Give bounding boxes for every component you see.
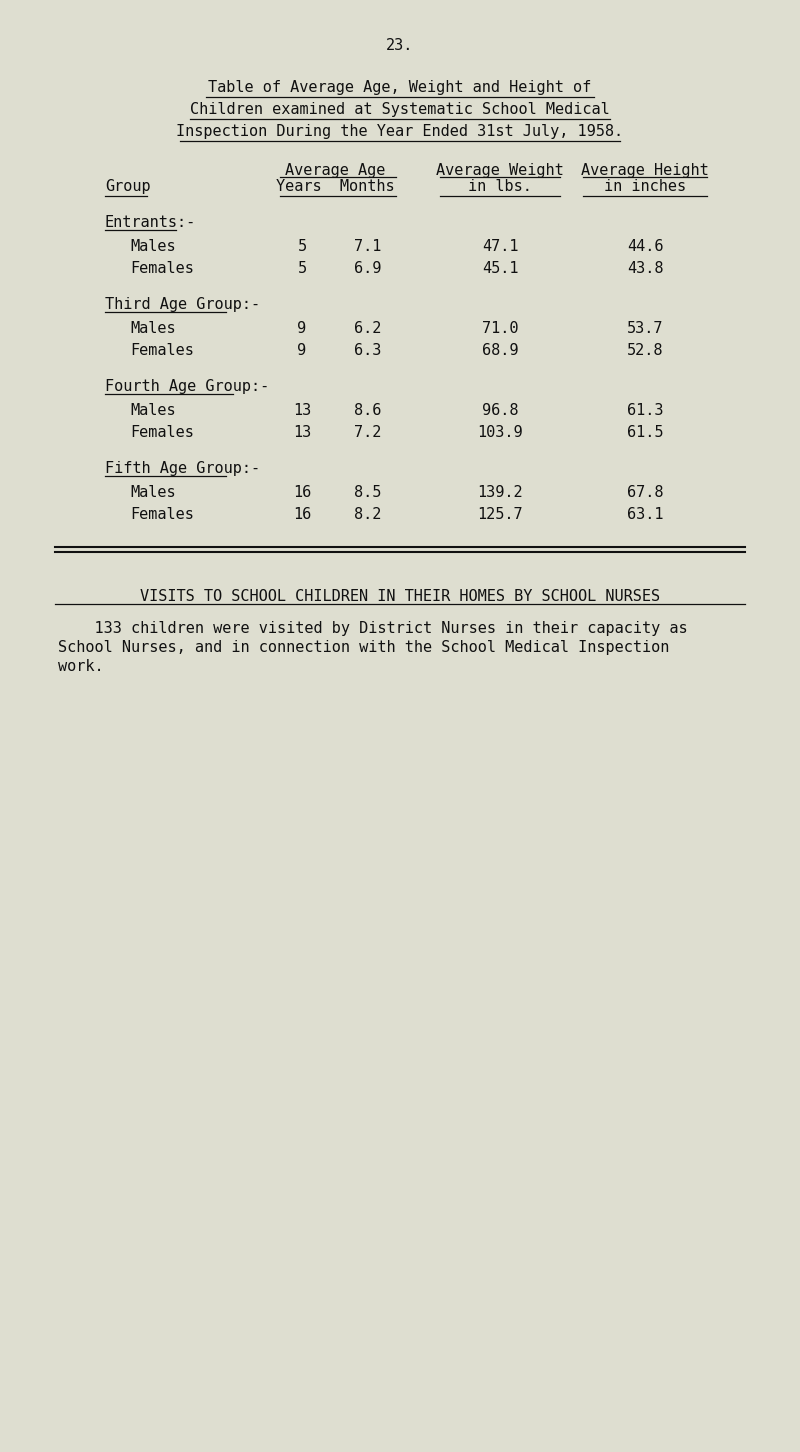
Text: work.: work.	[58, 659, 104, 674]
Text: 71.0: 71.0	[482, 321, 518, 335]
Text: 8.6: 8.6	[354, 404, 382, 418]
Text: 9: 9	[298, 343, 306, 359]
Text: 47.1: 47.1	[482, 240, 518, 254]
Text: 6.3: 6.3	[354, 343, 382, 359]
Text: Third Age Group:-: Third Age Group:-	[105, 298, 260, 312]
Text: Table of Average Age, Weight and Height of: Table of Average Age, Weight and Height …	[208, 80, 592, 94]
Text: 5: 5	[298, 261, 306, 276]
Text: Inspection During the Year Ended 31st July, 1958.: Inspection During the Year Ended 31st Ju…	[177, 123, 623, 139]
Text: Years  Months: Years Months	[276, 179, 394, 195]
Text: Females: Females	[130, 343, 194, 359]
Text: 125.7: 125.7	[477, 507, 523, 523]
Text: Females: Females	[130, 425, 194, 440]
Text: Average Height: Average Height	[581, 163, 709, 179]
Text: 5: 5	[298, 240, 306, 254]
Text: Entrants:-: Entrants:-	[105, 215, 196, 229]
Text: 43.8: 43.8	[626, 261, 663, 276]
Text: 53.7: 53.7	[626, 321, 663, 335]
Text: 67.8: 67.8	[626, 485, 663, 499]
Text: 61.5: 61.5	[626, 425, 663, 440]
Text: 7.1: 7.1	[354, 240, 382, 254]
Text: Children examined at Systematic School Medical: Children examined at Systematic School M…	[190, 102, 610, 118]
Text: Males: Males	[130, 404, 176, 418]
Text: Fourth Age Group:-: Fourth Age Group:-	[105, 379, 270, 393]
Text: 23.: 23.	[386, 38, 414, 54]
Text: Females: Females	[130, 507, 194, 523]
Text: in lbs.: in lbs.	[468, 179, 532, 195]
Text: Average Age: Average Age	[285, 163, 385, 179]
Text: Females: Females	[130, 261, 194, 276]
Text: Group: Group	[105, 179, 150, 195]
Text: 7.2: 7.2	[354, 425, 382, 440]
Text: 52.8: 52.8	[626, 343, 663, 359]
Text: Males: Males	[130, 485, 176, 499]
Text: 133 children were visited by District Nurses in their capacity as: 133 children were visited by District Nu…	[58, 621, 688, 636]
Text: 9: 9	[298, 321, 306, 335]
Text: 13: 13	[293, 404, 311, 418]
Text: 68.9: 68.9	[482, 343, 518, 359]
Text: 8.5: 8.5	[354, 485, 382, 499]
Text: 6.2: 6.2	[354, 321, 382, 335]
Text: Males: Males	[130, 240, 176, 254]
Text: 103.9: 103.9	[477, 425, 523, 440]
Text: 96.8: 96.8	[482, 404, 518, 418]
Text: Fifth Age Group:-: Fifth Age Group:-	[105, 460, 260, 476]
Text: 16: 16	[293, 485, 311, 499]
Text: School Nurses, and in connection with the School Medical Inspection: School Nurses, and in connection with th…	[58, 640, 670, 655]
Text: 16: 16	[293, 507, 311, 523]
Text: 63.1: 63.1	[626, 507, 663, 523]
Text: VISITS TO SCHOOL CHILDREN IN THEIR HOMES BY SCHOOL NURSES: VISITS TO SCHOOL CHILDREN IN THEIR HOMES…	[140, 590, 660, 604]
Text: 6.9: 6.9	[354, 261, 382, 276]
Text: Average Weight: Average Weight	[436, 163, 564, 179]
Text: Males: Males	[130, 321, 176, 335]
Text: 45.1: 45.1	[482, 261, 518, 276]
Text: 61.3: 61.3	[626, 404, 663, 418]
Text: 139.2: 139.2	[477, 485, 523, 499]
Text: 44.6: 44.6	[626, 240, 663, 254]
Text: in inches: in inches	[604, 179, 686, 195]
Text: 13: 13	[293, 425, 311, 440]
Text: 8.2: 8.2	[354, 507, 382, 523]
